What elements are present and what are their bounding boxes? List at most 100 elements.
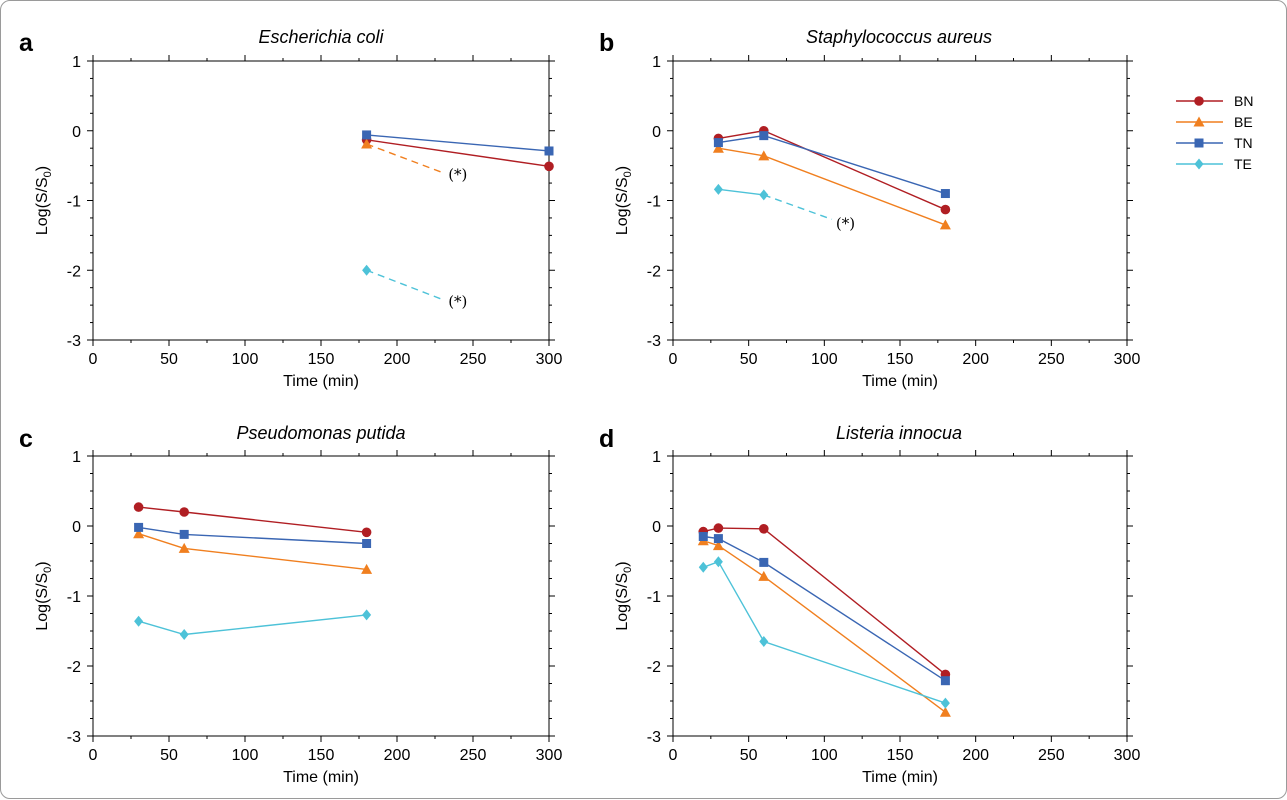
series-line [718, 188, 764, 196]
x-tick-label: 250 [1038, 351, 1065, 368]
data-point [940, 189, 950, 199]
y-axis-title: Log(S/S0) [34, 166, 54, 235]
data-point [712, 540, 724, 551]
x-tick-label: 100 [811, 351, 838, 368]
x-axis-title: Time (min) [862, 373, 938, 390]
x-tick-label: 300 [536, 351, 563, 368]
y-axis-title-close: ) [34, 561, 51, 566]
data-point [134, 615, 144, 627]
x-tick-label: 50 [160, 351, 178, 368]
data-point [134, 522, 144, 532]
data-point [362, 130, 372, 140]
series-tn [134, 522, 372, 548]
series-line [366, 134, 550, 152]
legend-label-be: BE [1234, 114, 1253, 130]
x-tick-label: 150 [887, 351, 914, 368]
y-axis-title: Log(S/S0) [34, 561, 54, 630]
data-point [361, 563, 373, 574]
series-line [138, 614, 367, 636]
data-point [133, 502, 144, 512]
data-point [698, 532, 708, 541]
y-tick-label: -3 [647, 333, 661, 350]
panel-title: Staphylococcus aureus [806, 27, 992, 47]
x-tick-label: 250 [460, 747, 487, 764]
data-point [759, 636, 769, 647]
y-tick-label: -1 [67, 589, 81, 606]
series-line [718, 130, 946, 211]
data-point [759, 131, 769, 141]
legend-marker-tn [1194, 138, 1204, 148]
series-line [718, 134, 946, 195]
y-axis-title-close: ) [614, 166, 631, 171]
x-tick-label: 100 [811, 747, 838, 764]
series-tn [713, 131, 950, 199]
data-point [362, 609, 372, 621]
panel-letter: c [19, 425, 33, 453]
series-line [138, 533, 367, 571]
x-tick-label: 100 [232, 747, 259, 764]
y-axis-title: Log(S/S0) [614, 166, 634, 235]
y-axis-title-subscript: 0 [42, 567, 54, 573]
panel-letter: a [19, 29, 34, 57]
series-be [361, 138, 443, 174]
y-tick-label: -1 [647, 194, 661, 211]
data-point [759, 557, 769, 567]
y-tick-label: -2 [647, 659, 661, 676]
series-bn [133, 502, 372, 538]
legend-label-bn: BN [1234, 93, 1253, 109]
y-axis-title-main: Log(S/S [34, 177, 51, 235]
data-point [178, 542, 190, 553]
y-tick-label: 1 [652, 449, 661, 466]
data-point [713, 534, 723, 544]
data-point [940, 204, 951, 215]
data-point [940, 697, 950, 709]
series-dashed-extension [366, 143, 443, 174]
series-line [366, 139, 550, 168]
x-tick-label: 150 [308, 747, 335, 764]
legend: BN BE TN TE [1176, 93, 1253, 172]
y-axis-title-close: ) [614, 561, 631, 566]
legend-marker-bn [1194, 96, 1204, 106]
data-point [713, 556, 723, 568]
x-tick-label: 50 [740, 351, 758, 368]
data-point [133, 528, 145, 539]
x-tick-label: 200 [384, 351, 411, 368]
data-point [713, 523, 724, 533]
legend-marker-te [1194, 158, 1204, 170]
x-axis-title: Time (min) [862, 769, 938, 786]
y-tick-label: 1 [72, 449, 81, 466]
x-tick-label: 0 [89, 351, 98, 368]
y-tick-label: 0 [652, 124, 661, 141]
annotation-label: (*) [836, 215, 855, 233]
data-point [712, 142, 724, 153]
data-point [713, 183, 723, 195]
x-tick-label: 300 [1114, 747, 1141, 764]
y-axis-title-subscript: 0 [622, 171, 634, 177]
x-tick-label: 250 [460, 351, 487, 368]
plot-frame [92, 60, 550, 341]
series-line [138, 526, 367, 545]
data-point [759, 189, 769, 201]
series-line [138, 506, 367, 533]
x-tick-label: 250 [1038, 747, 1065, 764]
series-dashed-extension [763, 194, 833, 220]
y-tick-label: 0 [72, 519, 81, 536]
y-tick-label: -2 [647, 263, 661, 280]
data-point [758, 570, 770, 581]
plot-frame [672, 60, 1128, 341]
series-be [697, 535, 951, 717]
y-axis-title-close: ) [34, 166, 51, 171]
data-point [361, 138, 373, 149]
legend-label-te: TE [1234, 156, 1252, 172]
x-tick-label: 200 [962, 747, 989, 764]
y-axis-title: Log(S/S0) [614, 561, 634, 630]
series-tn [362, 130, 554, 156]
series-line [703, 527, 946, 675]
x-axis-title: Time (min) [283, 373, 359, 390]
